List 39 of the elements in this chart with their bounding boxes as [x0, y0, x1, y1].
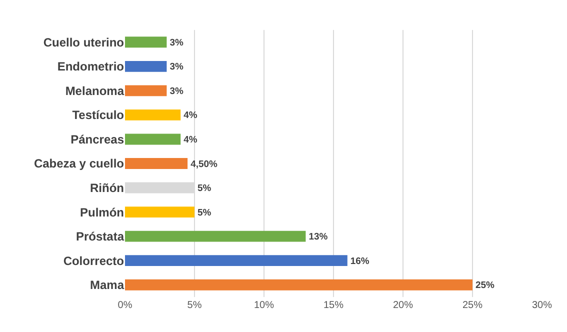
bar [125, 134, 181, 145]
y-tick-label: Riñón [90, 180, 124, 195]
y-tick-label: Pulmón [80, 205, 124, 220]
x-tick-label: 10% [254, 300, 274, 311]
bar [125, 36, 167, 48]
data-label: 5% [198, 183, 212, 194]
x-tick-label: 0% [118, 300, 132, 311]
x-tick-label: 25% [462, 300, 483, 311]
bar [125, 85, 167, 96]
bar [125, 60, 167, 72]
y-tick-label: Colorrecto [63, 254, 124, 268]
data-label: 16% [350, 256, 370, 267]
y-tick-label: Testículo [72, 108, 124, 122]
bar [125, 230, 306, 242]
data-label: 3% [170, 37, 184, 48]
data-label: 4% [184, 110, 198, 122]
data-label: 4,50% [190, 158, 218, 170]
data-label: 3% [170, 86, 184, 97]
data-label: 13% [308, 232, 328, 243]
y-tick-label: Próstata [76, 230, 124, 244]
data-label: 3% [170, 62, 184, 73]
y-tick-label: Páncreas [70, 132, 124, 146]
data-label: 25% [476, 280, 496, 292]
y-tick-label: Cuello uterino [43, 35, 124, 50]
y-tick-label: Melanoma [65, 84, 124, 98]
bar [125, 158, 188, 169]
x-tick-label: 15% [323, 300, 344, 311]
y-tick-label: Cabeza y cuello [34, 156, 124, 171]
y-tick-label: Endometrio [57, 60, 124, 74]
x-tick-label: 20% [392, 300, 414, 311]
y-tick-label: Mama [90, 278, 124, 292]
x-tick-label: 5% [187, 300, 202, 311]
bar [125, 279, 472, 290]
data-label: 4% [184, 134, 198, 146]
data-label: 5% [198, 207, 212, 218]
bar [125, 206, 194, 218]
x-tick-label: 30% [532, 300, 552, 311]
bar [125, 255, 348, 266]
bar [125, 109, 181, 120]
